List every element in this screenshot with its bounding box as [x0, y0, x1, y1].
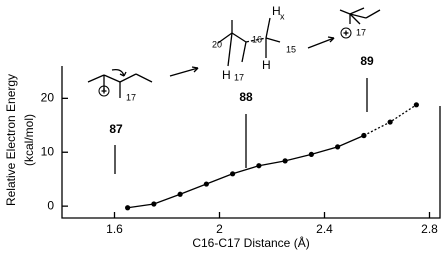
- point: [387, 119, 393, 125]
- x-axis-label: C16-C17 Distance (Å): [192, 235, 309, 250]
- atom-label: H: [272, 4, 281, 18]
- y-tick-label: 0: [47, 198, 54, 212]
- y-tick-label: 20: [41, 91, 55, 105]
- point: [282, 158, 288, 164]
- axes: [61, 66, 441, 219]
- point: [177, 191, 183, 197]
- point: [308, 151, 314, 157]
- point: [125, 205, 131, 211]
- point: [230, 171, 236, 177]
- x-tick-label: 1.6: [106, 222, 123, 236]
- point: [335, 144, 341, 150]
- point: [203, 181, 209, 187]
- y-tick-label: 10: [41, 144, 55, 158]
- line: [127, 134, 365, 209]
- structures: [87, 7, 381, 98]
- y-axis-label: (kcal/mol): [22, 114, 36, 166]
- atom-label: x: [280, 11, 285, 21]
- atom-label: 17: [356, 27, 366, 37]
- atom-label: H: [222, 68, 231, 82]
- point: [413, 102, 419, 108]
- atom-label: 17: [234, 72, 244, 82]
- structure-label: 88: [239, 90, 253, 104]
- point: [361, 132, 367, 139]
- atom-label: 15: [286, 44, 296, 54]
- atom-label: 17: [126, 92, 136, 102]
- x-tick-label: 2.8: [421, 222, 438, 236]
- structure-label: 89: [360, 54, 374, 68]
- x-tick-label: 2.4: [316, 222, 333, 236]
- atom-label: 16: [252, 34, 262, 44]
- x-tick-label: 2: [216, 222, 223, 236]
- atom-label: 20: [212, 39, 222, 49]
- y-axis-label: Relative Electron Energy: [4, 74, 18, 206]
- point: [151, 201, 157, 207]
- point: [256, 163, 262, 169]
- structure-label: 87: [109, 122, 123, 136]
- pointer-lines: [114, 78, 368, 174]
- atom-label: H: [262, 58, 271, 72]
